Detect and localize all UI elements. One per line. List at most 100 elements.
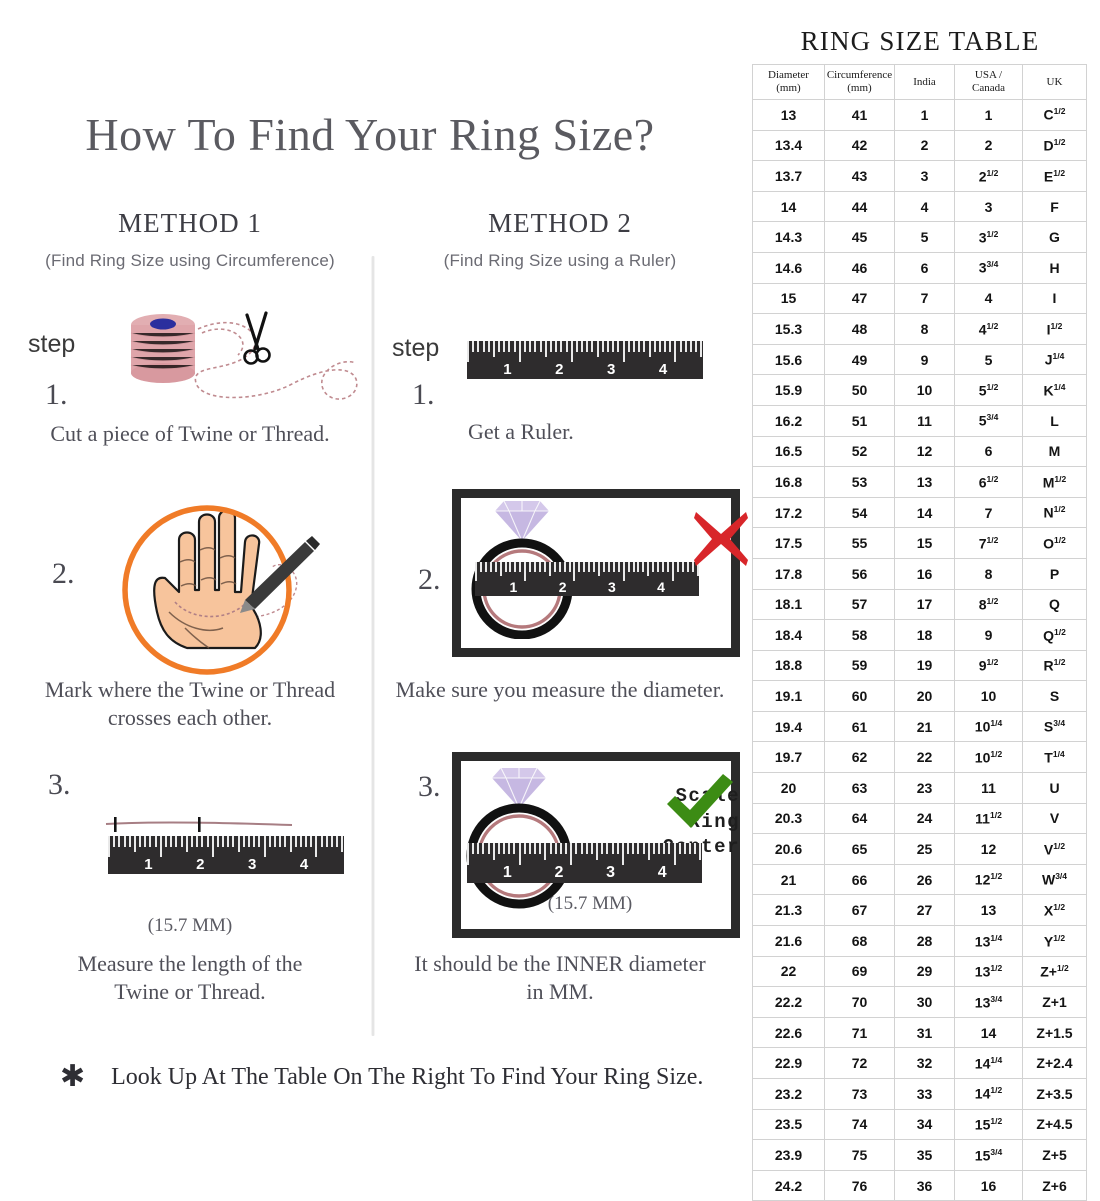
table-cell: 2 — [894, 129, 955, 162]
m2-step-word: step — [392, 334, 440, 362]
ruler-tick — [248, 836, 251, 847]
table-row: 16.5 52 12 6 M — [752, 435, 1087, 468]
ruler-tick — [513, 843, 516, 855]
table-cell: 66 — [824, 863, 895, 896]
table-cell: 91/2 — [954, 649, 1023, 682]
table-cell: 53/4 — [954, 404, 1023, 437]
table-cell: 22 — [752, 955, 825, 988]
ruler-tick — [508, 843, 511, 855]
table-cell: 10 — [894, 374, 955, 406]
ruler-tick — [494, 562, 497, 572]
ruler-tick — [477, 843, 480, 855]
ruler-tick — [539, 843, 542, 855]
table-cell: 13 — [752, 99, 825, 131]
table-row: 17.2 54 14 7 N1/2 — [752, 496, 1087, 529]
table-cell: 4 — [954, 282, 1023, 315]
m2-step-3-mm-note: (15.7 MM) — [547, 893, 633, 914]
ruler-tick — [565, 341, 568, 352]
ruler-number: 3 — [607, 361, 616, 378]
ruler-tick — [632, 562, 635, 572]
table-cell: J1/4 — [1022, 343, 1087, 376]
table-row: 15.6 49 9 5 J1/4 — [752, 343, 1087, 376]
ruler-tick — [273, 836, 276, 847]
ruler-tick — [175, 836, 178, 847]
ruler-tick — [299, 836, 302, 847]
ruler-tick — [475, 562, 477, 581]
ruler-tick — [528, 843, 531, 855]
method-2-block: METHOD 2 (Find Ring Size using a Ruler) — [380, 208, 740, 271]
table-row: 13.4 42 2 2 D1/2 — [752, 129, 1087, 162]
table-row: 17.5 55 15 71/2 O1/2 — [752, 527, 1087, 559]
ruler-tick — [544, 843, 547, 860]
table-row: 20 63 23 11 U — [752, 772, 1087, 804]
table-cell: 31/2 — [954, 221, 1023, 253]
table-cell: 16.5 — [752, 435, 825, 468]
ruler-tick — [580, 843, 583, 855]
ruler-tick — [681, 562, 684, 572]
ruler-tick — [653, 341, 656, 352]
ruler-tick — [668, 843, 671, 855]
table-cell: I1/2 — [1022, 313, 1087, 345]
ruler-tick — [487, 843, 490, 855]
table-cell: 44 — [824, 190, 895, 223]
table-row: 20.3 64 24 111/2 V — [752, 802, 1087, 835]
table-cell: 70 — [824, 986, 895, 1018]
table-cell: 15.6 — [752, 343, 825, 376]
m1-step-2-caption: Mark where the Twine or Thread crosses ea… — [44, 677, 336, 730]
ruler-tick — [519, 562, 522, 572]
ruler-tick — [499, 562, 502, 577]
ruler-tick — [695, 341, 698, 352]
ruler-tick — [492, 843, 495, 860]
table-cell: 121/2 — [954, 863, 1023, 896]
ruler-tick — [607, 341, 610, 352]
table-cell: 41 — [824, 99, 895, 131]
ruler-tick — [159, 836, 162, 857]
table-cell: 54 — [824, 496, 895, 529]
table-cell: 1 — [954, 99, 1023, 131]
thread-mark-start — [114, 817, 117, 832]
table-col-header-0: Diameter (mm) — [752, 64, 825, 100]
table-cell: 30 — [894, 986, 955, 1018]
ruler-number: 2 — [554, 864, 564, 881]
table-cell: Z+1/2 — [1022, 955, 1087, 988]
ruler-tick — [560, 341, 563, 352]
table-row: 22 69 29 131/2 Z+1/2 — [752, 955, 1087, 988]
table-row: 16.2 51 11 53/4 L — [752, 404, 1087, 437]
table-cell: 111/2 — [954, 802, 1023, 835]
ruler-tick — [686, 562, 689, 572]
ruler-number: 4 — [657, 864, 667, 881]
table-cell: 61 — [824, 710, 895, 743]
orange-highlight-circle — [122, 505, 292, 675]
ruler-tick — [553, 562, 556, 572]
table-cell: 14.3 — [752, 221, 825, 253]
table-cell: 17 — [894, 588, 955, 621]
ruler-tick — [518, 341, 521, 362]
scissors-icon — [243, 311, 271, 365]
table-row: 23.2 73 33 141/2 Z+3.5 — [752, 1078, 1087, 1110]
twine-and-scissors-illustration — [130, 311, 358, 400]
table-cell: 21 — [752, 863, 825, 896]
ruler-tick — [570, 341, 573, 362]
table-cell: 4 — [894, 190, 955, 223]
m2-step-2-number: 2. — [418, 563, 441, 596]
ruler-tick — [185, 836, 188, 852]
ruler-tick — [664, 341, 667, 352]
m1-step-1-number: 1. — [45, 378, 68, 411]
table-cell: P — [1022, 557, 1087, 590]
ruler-tick — [612, 562, 615, 572]
ruler-tick — [593, 562, 596, 572]
ruler-tick — [638, 341, 641, 352]
ruler-tick — [669, 341, 672, 352]
m1-step-3-caption: Measure the length of the Twine or Thread… — [77, 951, 303, 1004]
ruler-tick — [467, 843, 469, 865]
ruler-tick — [596, 341, 599, 357]
ruler-tick — [232, 836, 235, 847]
ruler-tick — [498, 341, 501, 352]
table-cell: 43 — [824, 160, 895, 192]
table-cell: 21.6 — [752, 925, 825, 957]
ruler-tick — [684, 341, 687, 352]
table-cell: 72 — [824, 1047, 895, 1079]
ruler-tick — [492, 341, 495, 357]
table-cell: Z+3.5 — [1022, 1078, 1087, 1110]
